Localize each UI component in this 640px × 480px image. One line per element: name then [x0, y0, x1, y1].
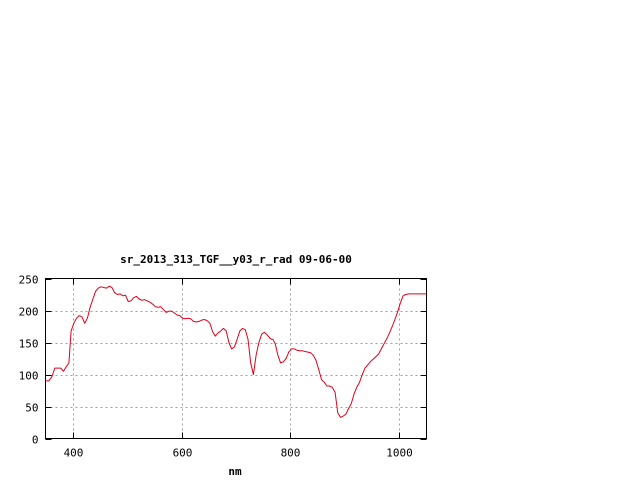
x-axis-label: nm [228, 465, 242, 478]
x-axis-tick-labels: 400 600 800 1000 [64, 447, 413, 460]
x-tick-label: 1000 [386, 447, 413, 460]
y-tick-label: 100 [19, 370, 39, 383]
y-tick-label: 0 [32, 434, 39, 447]
series-group [45, 285, 427, 418]
x-tick-label: 800 [281, 447, 301, 460]
grid-lines [45, 278, 427, 439]
plot-frame [45, 278, 427, 439]
y-tick-label: 150 [19, 338, 39, 351]
y-tick-label: 250 [19, 274, 39, 287]
y-tick-label: 200 [19, 306, 39, 319]
y-axis-tick-labels: 0 50 100 150 200 250 [19, 274, 39, 447]
x-tick-label: 400 [64, 447, 84, 460]
x-tick-label: 600 [173, 447, 193, 460]
axis-ticks [45, 278, 427, 440]
y-tick-label: 50 [25, 402, 38, 415]
chart-title: sr_2013_313_TGF__y03_r_rad 09-06-00 [120, 253, 352, 266]
series-line [45, 285, 427, 418]
